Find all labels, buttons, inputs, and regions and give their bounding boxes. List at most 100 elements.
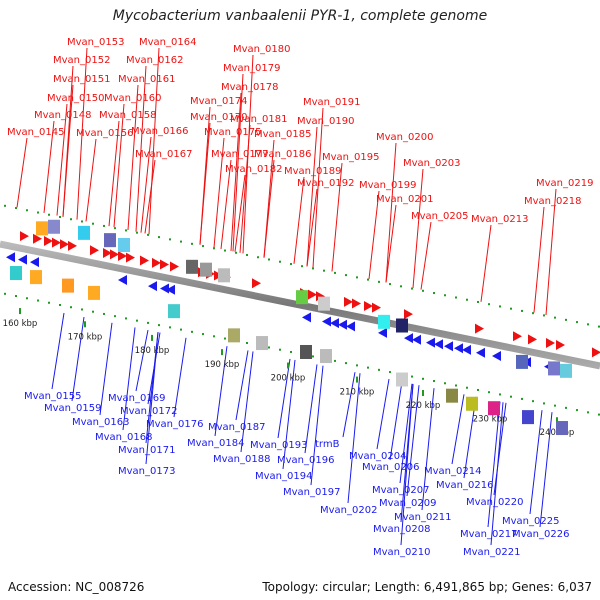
protein-domain-block[interactable]	[118, 237, 130, 252]
forward-gene-arrow[interactable]	[546, 338, 555, 349]
reverse-gene-arrow[interactable]	[148, 281, 157, 292]
gene-label-forward[interactable]: Mvan_0218	[524, 196, 581, 207]
gene-label-reverse[interactable]: Mvan_0171	[118, 445, 175, 456]
reverse-gene-arrow[interactable]	[160, 283, 169, 294]
gene-label-reverse[interactable]: Mvan_0209	[379, 498, 436, 509]
gene-label-forward[interactable]: Mvan_0153	[67, 37, 124, 48]
reverse-gene-arrow[interactable]	[404, 333, 413, 344]
reverse-gene-arrow[interactable]	[6, 252, 15, 263]
forward-gene-arrow[interactable]	[140, 255, 149, 266]
protein-domain-block[interactable]	[300, 344, 312, 359]
forward-gene-arrow[interactable]	[592, 347, 600, 358]
gene-label-forward[interactable]: Mvan_0181	[230, 114, 287, 125]
gene-label-forward[interactable]: Mvan_0158	[99, 110, 156, 121]
gene-label-forward[interactable]: Mvan_0182	[225, 164, 282, 175]
protein-domain-block[interactable]	[560, 363, 572, 378]
forward-gene-arrow[interactable]	[33, 233, 42, 244]
reverse-gene-arrow[interactable]	[118, 274, 127, 285]
gene-label-forward[interactable]: Mvan_0174	[190, 96, 247, 107]
forward-gene-arrow[interactable]	[404, 309, 413, 320]
forward-gene-arrow[interactable]	[372, 302, 381, 313]
protein-domain-block[interactable]	[318, 296, 330, 311]
protein-domain-block[interactable]	[186, 259, 198, 274]
reverse-gene-arrow[interactable]	[338, 319, 347, 330]
gene-label-reverse[interactable]: Mvan_0172	[120, 406, 177, 417]
protein-domain-block[interactable]	[36, 221, 48, 236]
forward-gene-arrow[interactable]	[475, 323, 484, 334]
gene-label-forward[interactable]: Mvan_0185	[254, 129, 311, 140]
gene-label-reverse[interactable]: Mvan_0217	[460, 529, 517, 540]
gene-label-forward[interactable]: Mvan_0170	[190, 112, 247, 123]
forward-gene-arrow[interactable]	[308, 289, 317, 300]
gene-label-forward[interactable]: Mvan_0150	[47, 93, 104, 104]
reverse-gene-arrow[interactable]	[166, 284, 175, 295]
gene-label-reverse[interactable]: Mvan_0155	[24, 391, 81, 402]
reverse-gene-arrow[interactable]	[302, 312, 311, 323]
reverse-gene-arrow[interactable]	[426, 337, 435, 348]
protein-domain-block[interactable]	[548, 361, 560, 376]
reverse-gene-arrow[interactable]	[492, 351, 501, 362]
forward-gene-arrow[interactable]	[52, 237, 61, 248]
forward-gene-arrow[interactable]	[170, 261, 179, 272]
gene-label-reverse[interactable]: Mvan_0176	[146, 419, 203, 430]
gene-label-forward[interactable]: Mvan_0192	[297, 178, 354, 189]
gene-label-forward[interactable]: Mvan_0178	[221, 82, 278, 93]
reverse-gene-arrow[interactable]	[18, 254, 27, 265]
protein-domain-block[interactable]	[168, 304, 180, 319]
gene-label-reverse[interactable]: Mvan_0226	[512, 529, 569, 540]
reverse-gene-arrow[interactable]	[434, 339, 443, 350]
forward-gene-arrow[interactable]	[103, 247, 112, 258]
protein-domain-block[interactable]	[256, 336, 268, 351]
forward-gene-arrow[interactable]	[68, 240, 77, 251]
gene-label-reverse[interactable]: Mvan_0169	[108, 393, 165, 404]
forward-gene-arrow[interactable]	[513, 331, 522, 342]
gene-label-reverse[interactable]: Mvan_0159	[44, 403, 101, 414]
gene-label-forward[interactable]: Mvan_0180	[233, 44, 290, 55]
reverse-gene-arrow[interactable]	[346, 321, 355, 332]
protein-domain-block[interactable]	[78, 225, 90, 240]
reverse-gene-arrow[interactable]	[378, 327, 387, 338]
gene-label-forward[interactable]: Mvan_0152	[53, 55, 110, 66]
gene-label-forward[interactable]: Mvan_0166	[131, 126, 188, 137]
gene-label-reverse[interactable]: Mvan_0188	[213, 454, 270, 465]
reverse-gene-arrow[interactable]	[412, 334, 421, 345]
forward-gene-arrow[interactable]	[60, 239, 69, 250]
gene-label-reverse[interactable]: trmB	[315, 439, 340, 450]
gene-label-reverse[interactable]: Mvan_0168	[95, 432, 152, 443]
gene-label-forward[interactable]: Mvan_0167	[135, 149, 192, 160]
gene-label-reverse[interactable]: Mvan_0207	[372, 485, 429, 496]
forward-gene-arrow[interactable]	[110, 249, 119, 260]
reverse-gene-arrow[interactable]	[454, 343, 463, 354]
protein-domain-block[interactable]	[378, 314, 390, 329]
protein-domain-block[interactable]	[88, 285, 100, 300]
forward-gene-arrow[interactable]	[118, 250, 127, 261]
gene-label-forward[interactable]: Mvan_0162	[126, 55, 183, 66]
forward-gene-arrow[interactable]	[20, 231, 29, 242]
protein-domain-block[interactable]	[30, 270, 42, 285]
gene-label-forward[interactable]: Mvan_0213	[471, 214, 528, 225]
protein-domain-block[interactable]	[200, 262, 212, 277]
gene-label-forward[interactable]: Mvan_0189	[284, 166, 341, 177]
protein-domain-block[interactable]	[396, 318, 408, 333]
protein-domain-block[interactable]	[466, 396, 478, 411]
gene-label-forward[interactable]: Mvan_0161	[118, 74, 175, 85]
gene-label-reverse[interactable]: Mvan_0194	[255, 471, 312, 482]
gene-label-forward[interactable]: Mvan_0205	[411, 211, 468, 222]
protein-domain-block[interactable]	[48, 219, 60, 234]
forward-gene-arrow[interactable]	[90, 245, 99, 256]
gene-label-reverse[interactable]: Mvan_0225	[502, 516, 559, 527]
forward-gene-arrow[interactable]	[344, 296, 353, 307]
protein-domain-block[interactable]	[556, 421, 568, 436]
gene-label-forward[interactable]: Mvan_0190	[297, 116, 354, 127]
forward-gene-arrow[interactable]	[160, 259, 169, 270]
forward-gene-arrow[interactable]	[152, 257, 161, 268]
gene-label-forward[interactable]: Mvan_0177	[211, 149, 268, 160]
forward-gene-arrow[interactable]	[528, 334, 537, 345]
forward-gene-arrow[interactable]	[126, 252, 135, 263]
forward-gene-arrow[interactable]	[556, 340, 565, 351]
gene-label-forward[interactable]: Mvan_0164	[139, 37, 196, 48]
gene-label-reverse[interactable]: Mvan_0204	[349, 451, 406, 462]
protein-domain-block[interactable]	[62, 278, 74, 293]
gene-label-reverse[interactable]: Mvan_0214	[424, 466, 481, 477]
reverse-gene-arrow[interactable]	[30, 257, 39, 268]
